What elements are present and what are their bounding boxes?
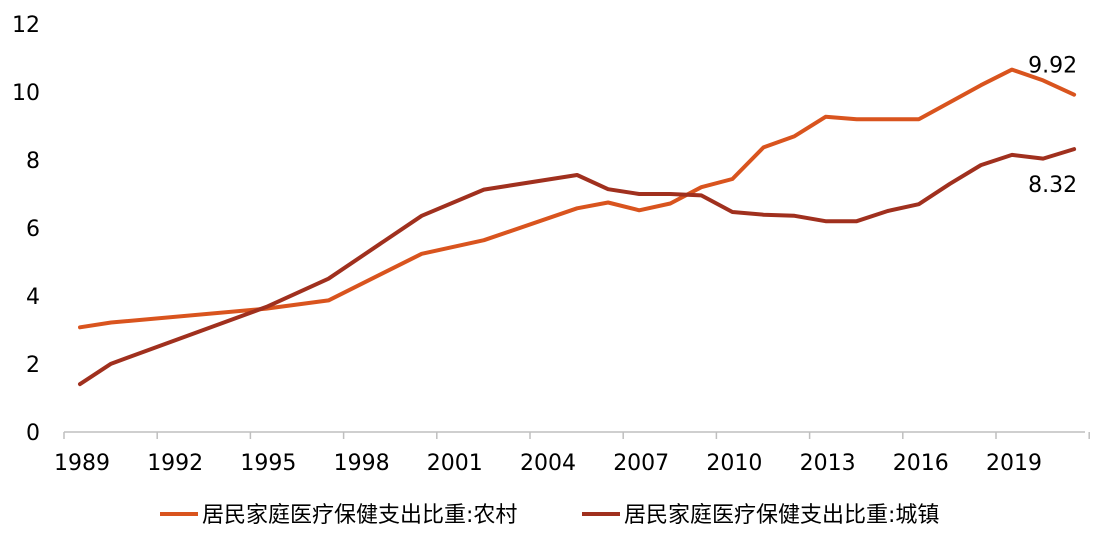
x-tick-label: 2016 — [893, 451, 949, 476]
x-tick-label: 1998 — [334, 451, 390, 476]
y-tick-label: 2 — [26, 353, 40, 378]
y-tick-label: 4 — [26, 285, 40, 310]
x-tick-label: 2004 — [520, 451, 576, 476]
end-value-label: 8.32 — [1028, 173, 1077, 198]
x-tick-label: 2007 — [613, 451, 669, 476]
series-line-rural — [78, 67, 1077, 330]
x-tick-label: 1992 — [147, 451, 203, 476]
series-lines — [78, 67, 1077, 387]
y-tick-label: 0 — [26, 421, 40, 446]
x-tick-label: 2019 — [986, 451, 1042, 476]
data-labels: 9.92 8.32 — [1028, 54, 1077, 198]
legend-label: 居民家庭医疗保健支出比重:农村 — [202, 503, 517, 528]
series-line-urban — [78, 147, 1077, 387]
y-tick-label: 6 — [26, 217, 40, 242]
x-tick-label: 2010 — [706, 451, 762, 476]
y-tick-label: 8 — [26, 149, 40, 174]
y-tick-label: 10 — [12, 81, 40, 106]
x-tick-label: 1989 — [54, 451, 110, 476]
x-tick-label: 2001 — [427, 451, 483, 476]
end-value-label: 9.92 — [1028, 54, 1077, 79]
y-tick-label: 12 — [12, 13, 40, 38]
legend-label: 居民家庭医疗保健支出比重:城镇 — [624, 503, 939, 528]
x-tick-label: 2013 — [800, 451, 856, 476]
x-tick-label: 1995 — [240, 451, 296, 476]
axes: 0 2 4 6 8 10 12 1989 1992 1995 1998 2001 2004 2007 201… — [12, 13, 1090, 476]
legend: 居民家庭医疗保健支出比重:农村 居民家庭医疗保健支出比重:城镇 — [160, 503, 939, 528]
